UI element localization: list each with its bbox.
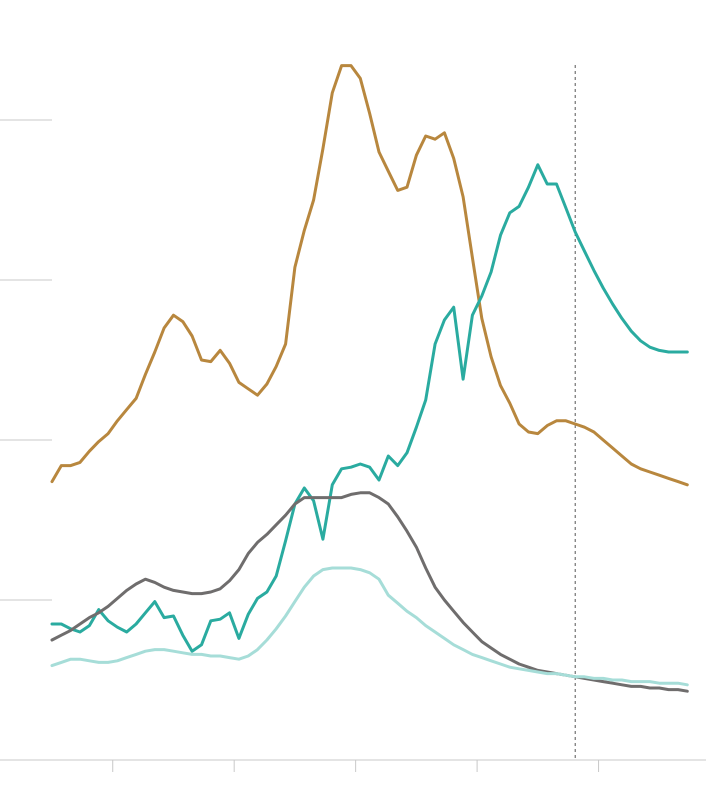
series-line-3 bbox=[50, 491, 689, 693]
series-line-4 bbox=[50, 566, 689, 687]
series-line-1 bbox=[50, 64, 689, 487]
x-axis bbox=[0, 759, 706, 772]
gridlines bbox=[0, 119, 52, 601]
series-lines bbox=[50, 64, 689, 693]
series-line-2 bbox=[50, 163, 689, 653]
